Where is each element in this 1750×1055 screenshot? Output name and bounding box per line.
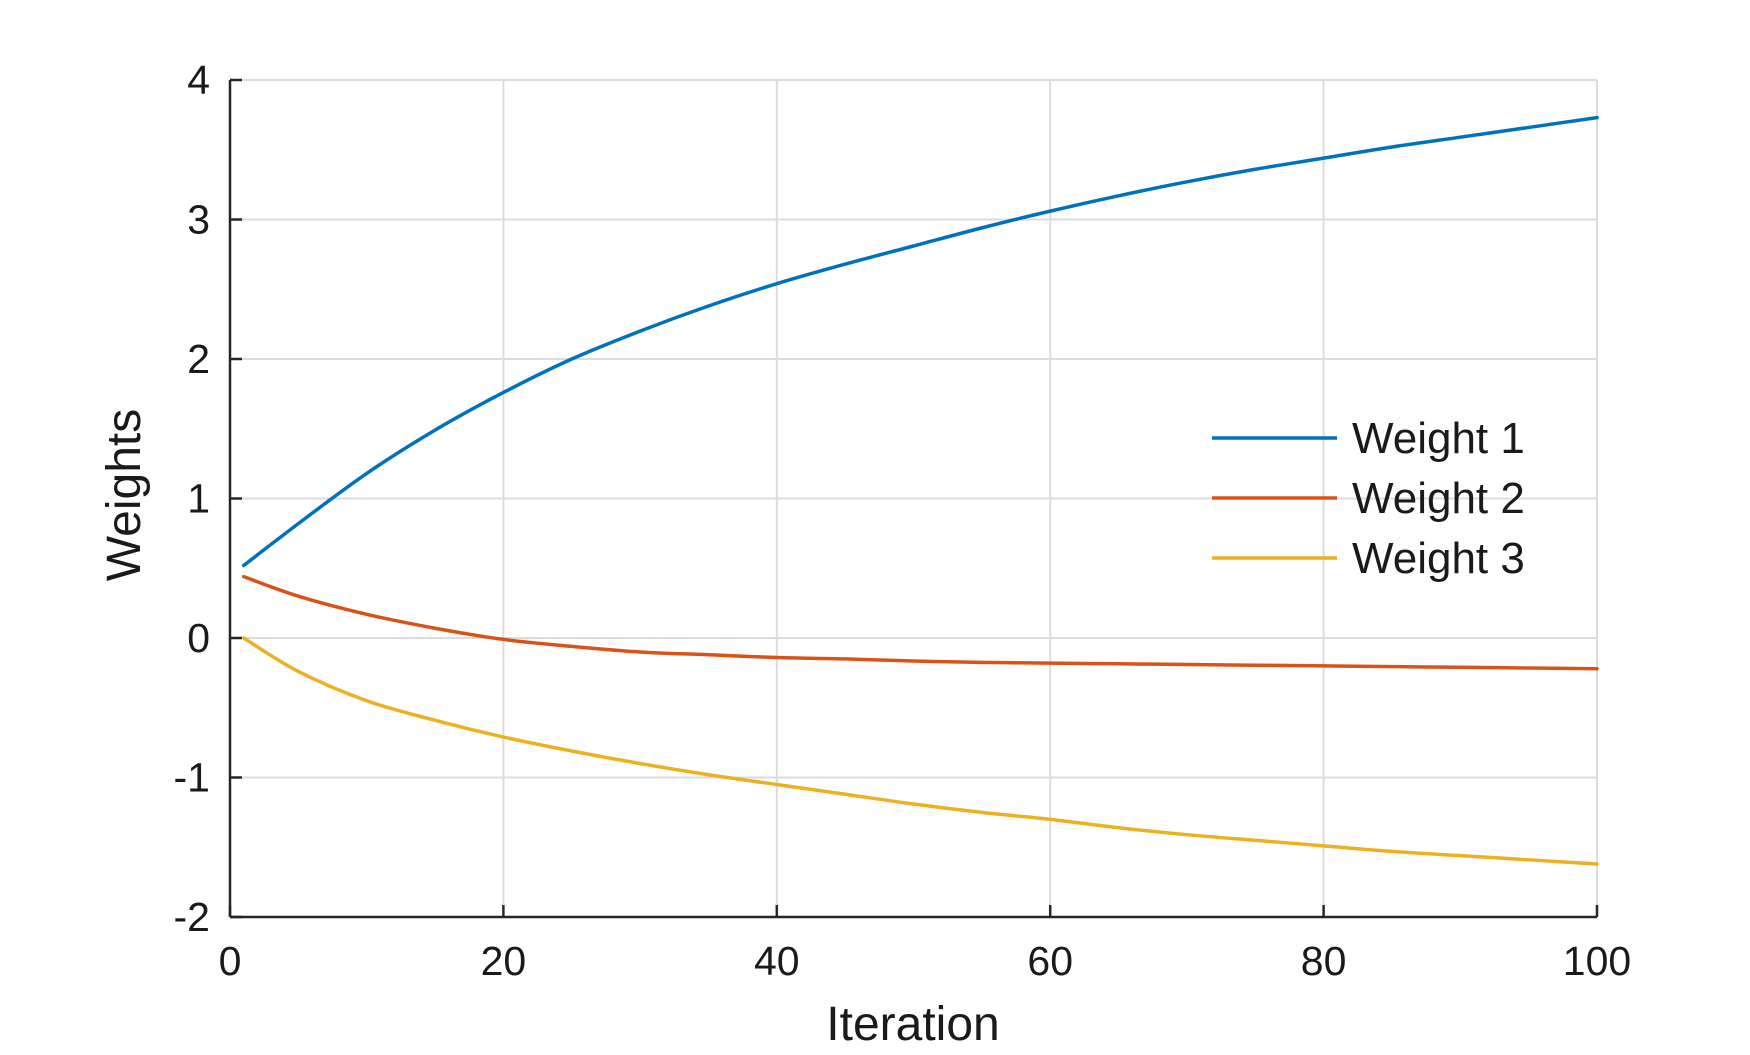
- y-tick-label: 0: [187, 615, 210, 661]
- x-axis-label: Iteration: [826, 998, 999, 1051]
- y-tick-labels: -2 -1 0 1 2 3 4: [174, 57, 210, 940]
- y-tick-label: 2: [187, 336, 210, 382]
- legend-item-1[interactable]: Weight 1: [1212, 414, 1525, 463]
- x-tick-label: 0: [219, 938, 242, 984]
- legend-label: Weight 3: [1352, 534, 1525, 583]
- legend-item-2[interactable]: Weight 2: [1212, 474, 1525, 523]
- y-tick-label: -1: [174, 755, 210, 801]
- legend-item-3[interactable]: Weight 3: [1212, 534, 1525, 583]
- tick-marks: [228, 78, 1599, 919]
- x-tick-label: 80: [1301, 938, 1347, 984]
- x-tick-label: 40: [754, 938, 800, 984]
- series-line-3: [241, 636, 1599, 866]
- y-tick-label: 1: [187, 476, 210, 522]
- data-series: [241, 115, 1599, 866]
- legend-label: Weight 1: [1352, 414, 1525, 463]
- x-tick-label: 60: [1027, 938, 1073, 984]
- y-tick-label: 4: [187, 57, 210, 103]
- x-tick-label: 100: [1563, 938, 1631, 984]
- x-tick-label: 20: [481, 938, 527, 984]
- grid-lines: [230, 79, 1598, 917]
- series-line-2: [241, 574, 1599, 671]
- x-tick-labels: 0 20 40 60 80 100: [219, 938, 1632, 984]
- legend[interactable]: Weight 1 Weight 2 Weight 3: [1212, 414, 1525, 583]
- y-tick-label: 3: [187, 197, 210, 243]
- series-line-1: [241, 115, 1599, 568]
- y-tick-label: -2: [174, 894, 210, 940]
- y-axis-label: Weights: [98, 409, 151, 582]
- legend-label: Weight 2: [1352, 474, 1525, 523]
